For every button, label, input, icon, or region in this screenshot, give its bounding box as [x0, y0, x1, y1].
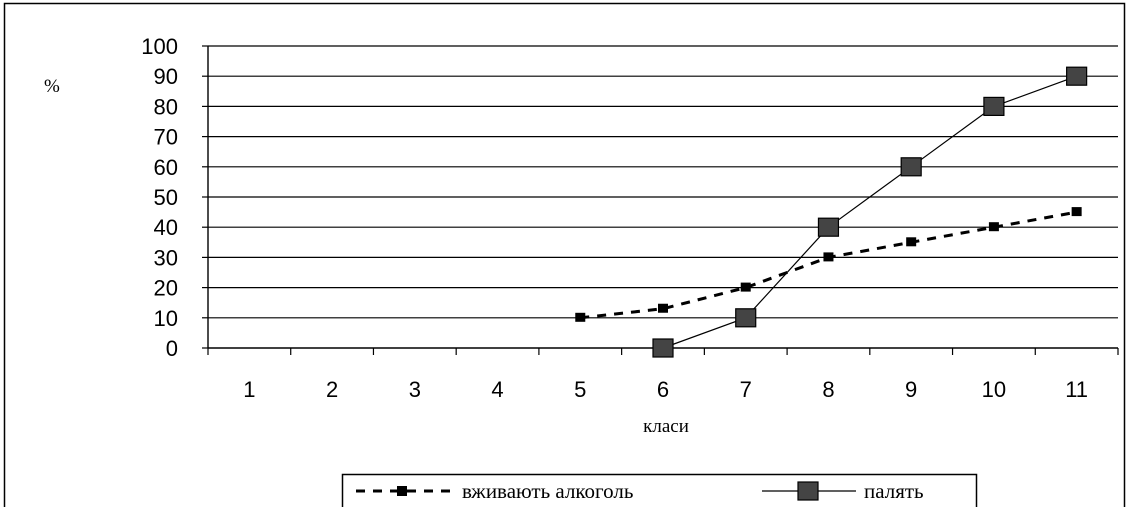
- x-tick-label: 6: [657, 377, 669, 402]
- data-point: [823, 252, 834, 262]
- y-tick-label: 100: [141, 34, 178, 59]
- data-point: [983, 96, 1005, 117]
- legend-label-smoking: палять: [864, 479, 924, 503]
- x-tick-label: 8: [822, 377, 834, 402]
- y-tick-label: 0: [166, 336, 178, 361]
- data-point: [817, 217, 840, 237]
- x-tick-label: 9: [905, 377, 917, 402]
- data-point: [652, 338, 674, 358]
- x-tick-label: 7: [740, 377, 752, 402]
- y-tick-label: 10: [154, 306, 178, 331]
- data-point: [900, 157, 922, 177]
- legend: вживають алкоголь палять: [341, 473, 978, 507]
- y-axis-label: %: [44, 76, 60, 97]
- x-tick-label: 4: [491, 377, 503, 402]
- data-point: [735, 308, 757, 328]
- x-tick-label: 2: [326, 377, 338, 402]
- x-tick-label: 1: [243, 377, 255, 402]
- series-line-1: [662, 75, 1077, 349]
- grid-lines: [208, 45, 1118, 319]
- legend-marker-alcohol: [397, 486, 407, 496]
- y-tick-label: 70: [154, 125, 178, 150]
- x-tick-labels: 1 2 3 4 5 6 7 8 9 10 11: [243, 377, 1088, 402]
- y-tick-label: 20: [154, 276, 178, 301]
- legend-label-alcohol: вживають алкоголь: [462, 479, 633, 503]
- x-tick-label: 3: [409, 377, 421, 402]
- legend-marker-smoking: [797, 481, 819, 501]
- y-tick-labels: 0 10 20 30 40 50 60 70 80 90 100: [141, 34, 178, 361]
- data-point: [906, 237, 917, 247]
- y-tick-label: 80: [154, 94, 178, 119]
- x-tick-label: 11: [1065, 377, 1088, 402]
- y-tick-label: 30: [154, 245, 178, 270]
- x-axis-label: класи: [643, 416, 689, 437]
- data-point: [1071, 207, 1082, 217]
- series-layer: [575, 66, 1088, 358]
- x-tick-label: 5: [574, 377, 586, 402]
- chart-frame: [3, 2, 1126, 507]
- y-tick-label: 60: [154, 155, 178, 180]
- y-tick-label: 40: [154, 215, 178, 240]
- data-point: [575, 312, 586, 322]
- y-tick-label: 90: [154, 64, 178, 89]
- y-tick-label: 50: [154, 185, 178, 210]
- data-point: [740, 282, 751, 292]
- data-point: [988, 222, 999, 232]
- x-tick-label: 10: [982, 377, 1006, 402]
- data-point: [658, 303, 668, 313]
- data-point: [1066, 66, 1088, 86]
